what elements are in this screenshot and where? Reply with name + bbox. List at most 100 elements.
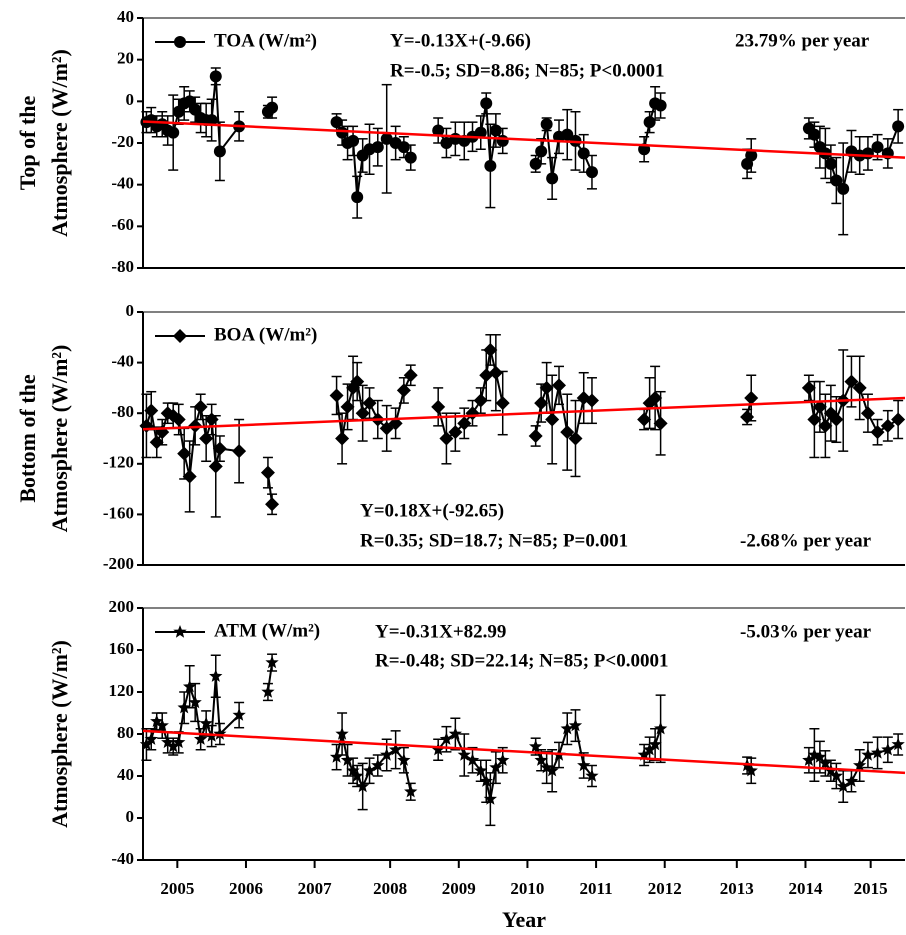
marker xyxy=(177,446,192,461)
x-axis-title: Year xyxy=(502,907,546,932)
marker xyxy=(205,114,218,127)
marker xyxy=(260,465,275,480)
y-tick-label: -40 xyxy=(111,174,134,193)
y-tick-label: -80 xyxy=(111,257,134,276)
marker xyxy=(144,403,159,418)
legend-label: ATM (W/m²) xyxy=(214,620,320,641)
legend-label: TOA (W/m²) xyxy=(214,30,317,51)
marker xyxy=(824,157,837,170)
marker xyxy=(577,147,590,160)
marker xyxy=(740,409,755,424)
marker xyxy=(483,342,498,357)
marker xyxy=(546,172,559,185)
marker xyxy=(171,412,186,427)
x-tick-label: 2006 xyxy=(229,879,263,898)
trend-line xyxy=(142,396,906,431)
marker xyxy=(480,97,493,110)
marker xyxy=(881,742,895,756)
marker xyxy=(432,124,445,137)
marker xyxy=(653,416,668,431)
marker xyxy=(880,418,895,433)
legend-marker xyxy=(173,329,187,343)
y-tick-label: -60 xyxy=(111,215,134,234)
marker xyxy=(474,126,487,139)
y-tick-label: 0 xyxy=(126,301,135,320)
marker xyxy=(891,737,905,751)
marker xyxy=(860,406,875,421)
marker xyxy=(853,758,867,772)
y-axis-title: Bottom of the xyxy=(15,374,40,503)
marker xyxy=(568,718,583,732)
y-tick-label: -40 xyxy=(111,352,134,371)
marker xyxy=(637,412,652,427)
marker xyxy=(818,756,832,770)
data-line xyxy=(145,406,240,477)
marker xyxy=(167,126,180,139)
x-tick-label: 2005 xyxy=(160,879,194,898)
marker xyxy=(356,779,370,793)
marker xyxy=(371,141,384,154)
annotation: R=0.35; SD=18.7; N=85; P=0.001 xyxy=(360,530,628,551)
marker xyxy=(585,769,599,782)
marker xyxy=(844,774,859,787)
marker xyxy=(829,412,844,427)
x-tick-label: 2007 xyxy=(298,879,333,898)
marker xyxy=(861,748,875,761)
marker xyxy=(380,748,394,761)
panel: -40 0 40 80 120 160 200 2005 2006 2007 2008 2009 201… xyxy=(47,597,906,932)
marker xyxy=(529,157,542,170)
marker xyxy=(807,748,821,761)
marker xyxy=(643,116,656,129)
marker xyxy=(829,769,843,782)
y-tick-label: 80 xyxy=(117,723,134,742)
marker xyxy=(585,166,598,179)
marker xyxy=(208,459,223,474)
x-tick-label: 2013 xyxy=(720,879,754,898)
marker xyxy=(213,145,226,158)
marker xyxy=(836,779,850,793)
y-tick-label: -20 xyxy=(111,132,134,151)
annotation: Y=-0.13X+(-9.66) xyxy=(390,30,531,51)
annotation: -2.68% per year xyxy=(740,530,872,551)
marker xyxy=(139,737,154,751)
marker xyxy=(213,727,227,740)
marker xyxy=(209,70,222,83)
marker xyxy=(560,425,575,440)
annotation: R=-0.48; SD=22.14; N=85; P<0.0001 xyxy=(375,650,668,671)
marker xyxy=(431,399,446,414)
legend-marker xyxy=(174,36,186,48)
marker xyxy=(355,406,370,421)
x-tick-label: 2015 xyxy=(854,879,888,898)
y-tick-label: 160 xyxy=(109,639,135,658)
marker xyxy=(545,412,560,427)
marker xyxy=(431,742,445,756)
marker xyxy=(397,753,411,766)
marker xyxy=(329,750,344,763)
marker xyxy=(534,396,549,411)
marker xyxy=(232,444,247,459)
y-axis-title: Atmosphere (W/m²) xyxy=(47,640,72,828)
marker xyxy=(808,128,821,141)
y-axis-title: Atmosphere (W/m²) xyxy=(47,345,72,533)
marker xyxy=(389,742,403,756)
marker xyxy=(802,753,816,766)
annotation: 23.79% per year xyxy=(735,30,870,51)
y-tick-label: 40 xyxy=(117,7,134,26)
annotation: Y=-0.31X+82.99 xyxy=(375,621,506,642)
trend-line xyxy=(142,729,906,775)
marker xyxy=(340,753,355,766)
marker xyxy=(852,380,867,395)
x-tick-label: 2010 xyxy=(510,879,544,898)
marker xyxy=(489,760,503,774)
marker xyxy=(161,735,175,749)
marker xyxy=(637,748,651,761)
panel: -200 -160 -120 -80 -40 0 Bottom of the Atmosphe… xyxy=(15,301,906,573)
marker xyxy=(488,365,503,380)
x-tick-label: 2014 xyxy=(788,879,823,898)
marker xyxy=(439,732,454,745)
marker xyxy=(397,141,410,154)
marker xyxy=(745,149,758,162)
marker xyxy=(362,396,377,411)
marker xyxy=(199,716,213,730)
marker xyxy=(335,727,349,740)
